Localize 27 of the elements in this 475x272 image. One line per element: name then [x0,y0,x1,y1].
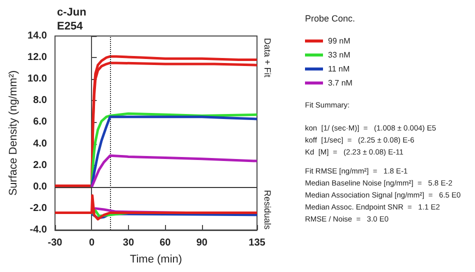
x-tick-label: 0 [88,238,95,248]
legend-label: 3.7 nM [328,78,353,88]
chart-subtitle: E254 [57,20,84,32]
y-tick-label: 10.0 [28,74,48,85]
legend-label: 33 nM [328,50,351,60]
chart-title: c-Jun [57,6,87,18]
legend-title: Probe Conc. [305,14,356,24]
y-tick-label: 2.0 [33,160,48,171]
y-tick-label: 6.0 [33,116,48,128]
legend-label: 99 nM [328,36,351,46]
y-tick-label: 8.0 [33,95,48,106]
y-tick-label: 14.0 [28,30,48,42]
x-tick-label: 90 [196,238,208,248]
x-axis-title: Time (min) [130,254,182,266]
x-tick-label: 135 [248,238,266,248]
y-tick-label: 4.0 [33,138,48,150]
legend-label: 11 nM [328,64,350,74]
y-tick-label: -4.0 [30,224,48,236]
x-tick-label: 60 [160,238,172,248]
text: Residuals [262,190,272,230]
y-tick-label: -2.0 [30,202,48,214]
x-tick-label: -30 [48,238,63,248]
text: Data + Fit [262,38,272,78]
y-tick-label: 0.0 [33,181,48,192]
y-tick-label: 12.0 [28,52,48,64]
y-axis-title: Surface Density (ng/mm²) [8,70,20,196]
x-tick-label: 30 [122,238,134,248]
